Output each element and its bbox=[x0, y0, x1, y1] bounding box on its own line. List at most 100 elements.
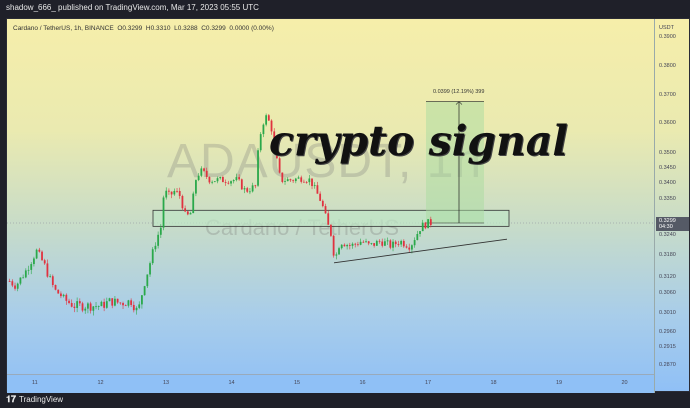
candle-body bbox=[65, 294, 68, 301]
candle-body bbox=[176, 190, 178, 192]
price-tick: 0.3450 bbox=[659, 165, 676, 171]
candle-body bbox=[60, 293, 62, 297]
candle-body bbox=[281, 172, 284, 182]
candle-body bbox=[357, 244, 359, 246]
candle-body bbox=[78, 301, 81, 304]
candle-body bbox=[270, 120, 273, 132]
current-price-label: 0.3299 04:30 bbox=[656, 217, 689, 231]
candle-body bbox=[57, 289, 60, 294]
candle-body bbox=[30, 264, 33, 270]
price-tick: 0.3120 bbox=[659, 274, 676, 280]
legend-low: L0.3288 bbox=[174, 25, 198, 32]
price-tick: 0.3060 bbox=[659, 290, 676, 296]
candle-body bbox=[381, 241, 384, 246]
candle-body bbox=[116, 298, 119, 303]
price-tick: 0.2915 bbox=[659, 344, 676, 350]
candle-body bbox=[22, 277, 25, 279]
time-tick: 20 bbox=[621, 380, 628, 386]
candle-body bbox=[46, 263, 49, 277]
candle-body bbox=[205, 170, 208, 177]
candle-body bbox=[289, 179, 292, 181]
candle-body bbox=[254, 185, 257, 187]
time-tick: 14 bbox=[228, 380, 235, 386]
candle-body bbox=[365, 241, 367, 243]
candle-body bbox=[76, 301, 79, 308]
tradingview-logo-icon: 𝟏𝟕 bbox=[6, 394, 17, 404]
candle-body bbox=[197, 175, 200, 181]
candle-body bbox=[389, 240, 392, 248]
candle-body bbox=[11, 281, 14, 286]
candle-body bbox=[19, 277, 22, 284]
candle-body bbox=[303, 181, 305, 183]
price-tick: 0.3180 bbox=[659, 252, 676, 258]
price-tick: 0.3600 bbox=[659, 120, 676, 126]
candle-body bbox=[208, 176, 211, 183]
candle-body bbox=[105, 301, 108, 308]
candle-body bbox=[402, 240, 405, 247]
candle-body bbox=[278, 158, 281, 173]
candle-body bbox=[262, 124, 265, 135]
candle-body bbox=[243, 188, 246, 190]
candle-body bbox=[286, 179, 289, 182]
candle-body bbox=[127, 300, 130, 306]
candle-body bbox=[27, 269, 30, 271]
candle-body bbox=[62, 294, 65, 297]
candle-body bbox=[235, 177, 238, 181]
candle-body bbox=[370, 243, 373, 244]
candle-body bbox=[173, 190, 176, 195]
legend-high: H0.3310 bbox=[145, 25, 171, 32]
candle-body bbox=[246, 188, 249, 192]
current-price: 0.3299 bbox=[659, 218, 676, 224]
price-tick: 0.3500 bbox=[659, 150, 676, 156]
candle-body bbox=[405, 246, 408, 248]
candle-body bbox=[321, 200, 324, 207]
candle-body bbox=[124, 305, 127, 307]
candle-body bbox=[429, 219, 432, 226]
candle-body bbox=[284, 181, 286, 182]
candle-body bbox=[384, 241, 386, 246]
candle-body bbox=[41, 251, 43, 261]
candle-body bbox=[43, 260, 46, 264]
candle-body bbox=[35, 249, 38, 259]
candle-body bbox=[351, 243, 354, 246]
candle-body bbox=[240, 179, 243, 190]
chart-area[interactable]: ADAUSDT, 1h Cardano / TetherUS crypto si… bbox=[6, 18, 690, 393]
candle-body bbox=[54, 284, 57, 290]
candle-body bbox=[92, 306, 95, 311]
candle-body bbox=[100, 301, 103, 307]
candle-body bbox=[8, 281, 11, 282]
candle-body bbox=[38, 249, 41, 252]
candle-body bbox=[51, 276, 54, 285]
candle-body bbox=[159, 227, 162, 235]
candle-body bbox=[416, 233, 419, 241]
candle-body bbox=[211, 181, 214, 183]
candlestick-chart[interactable] bbox=[7, 19, 654, 374]
measure-label: 0.0399 (12.19%) 399 bbox=[433, 89, 485, 95]
candle-body bbox=[300, 177, 303, 182]
candle-body bbox=[195, 180, 197, 194]
candle-body bbox=[138, 304, 141, 308]
candle-body bbox=[375, 240, 378, 246]
candle-body bbox=[132, 304, 135, 311]
candle-body bbox=[313, 185, 316, 187]
price-scale[interactable]: USDT 0.3299 04:30 0.3900 0.3800 0.3700 0.36… bbox=[654, 19, 690, 393]
price-tick: 0.3240 bbox=[659, 232, 676, 238]
candle-body bbox=[259, 134, 262, 151]
candle-body bbox=[184, 208, 187, 212]
candle-body bbox=[232, 180, 235, 182]
candle-body bbox=[354, 243, 357, 245]
legend-close: C0.3299 bbox=[201, 25, 226, 32]
candle-body bbox=[16, 283, 19, 289]
candle-body bbox=[332, 235, 335, 256]
candle-body bbox=[203, 168, 205, 171]
candle-body bbox=[327, 213, 330, 225]
candle-body bbox=[200, 168, 203, 176]
time-scale[interactable]: 11 12 13 14 15 16 17 18 19 20 bbox=[7, 374, 654, 393]
candle-body bbox=[141, 295, 143, 305]
candle-body bbox=[265, 115, 268, 125]
candle-body bbox=[14, 285, 16, 289]
candle-body bbox=[257, 150, 259, 186]
candle-body bbox=[335, 254, 338, 256]
candle-body bbox=[311, 178, 313, 187]
candle-body bbox=[392, 241, 394, 248]
